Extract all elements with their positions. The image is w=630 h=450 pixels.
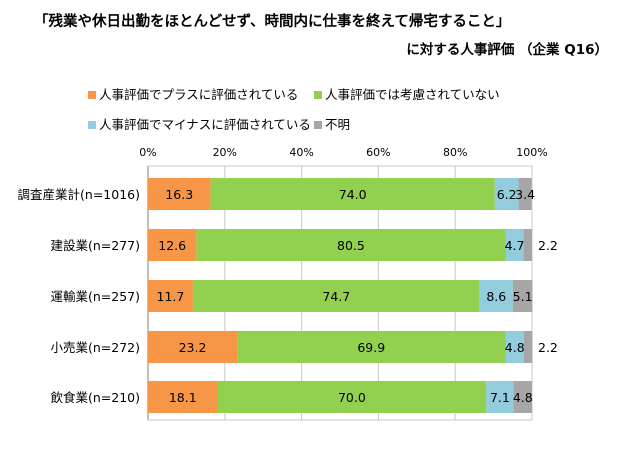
data-label: 4.8 [505, 340, 525, 355]
data-label: 6.2 [497, 187, 517, 202]
legend-item-minus: 人事評価でマイナスに評価されている [88, 114, 314, 133]
legend-label-minus: 人事評価でマイナスに評価されている [99, 117, 311, 132]
legend-label-unknown: 不明 [325, 117, 351, 132]
bar-segment [479, 280, 513, 312]
x-tick-label: 40% [289, 146, 313, 159]
bar-segment [523, 229, 532, 261]
bar-segment [217, 381, 487, 413]
data-label: 70.0 [338, 390, 366, 405]
category-label: 運輸業(n=257) [50, 289, 140, 304]
data-label: 8.6 [486, 289, 506, 304]
x-tick-label: 100% [516, 146, 547, 159]
chart-subtitle: に対する人事評価 （企業 Q16） [406, 42, 608, 58]
legend-label-plus: 人事評価でプラスに評価されている [99, 87, 299, 102]
data-label: 5.1 [513, 289, 533, 304]
data-label: 23.2 [179, 340, 207, 355]
data-label: 16.3 [165, 187, 193, 202]
data-label: 3.4 [515, 187, 535, 202]
bar-segment [505, 229, 524, 261]
bar-segment [148, 381, 218, 413]
data-label: 11.7 [157, 289, 185, 304]
data-label: 74.0 [339, 187, 367, 202]
data-label: 4.7 [505, 238, 525, 253]
chart-title: 「残業や休日出勤をほとんどせず、時間内に仕事を終えて帰宅すること」 [34, 14, 511, 30]
bar-segment [148, 178, 211, 210]
category-label: 建設業(n=277) [50, 238, 140, 253]
x-tick-label: 80% [443, 146, 467, 159]
data-label: 69.9 [357, 340, 385, 355]
x-tick-label: 60% [366, 146, 390, 159]
bar-segment [486, 381, 514, 413]
chart-legend: 人事評価でプラスに評価されている 人事評価では考慮されていない 人事評価でマイナ… [88, 84, 558, 144]
legend-label-not-considered: 人事評価では考慮されていない [325, 87, 500, 102]
legend-swatch-not-considered [314, 90, 322, 99]
bar-segment [237, 331, 506, 363]
legend-swatch-unknown [314, 120, 322, 129]
category-label: 小売業(n=272) [50, 340, 140, 355]
category-label: 飲食業(n=210) [50, 390, 140, 405]
bar-segment [192, 280, 480, 312]
x-tick-label: 20% [213, 146, 237, 159]
legend-swatch-plus [88, 90, 96, 99]
data-label: 2.2 [538, 238, 558, 253]
category-label: 調査産業計(n=1016) [18, 187, 140, 202]
data-label: 2.2 [538, 340, 558, 355]
bar-segment [148, 229, 197, 261]
x-tick-label: 0% [139, 146, 156, 159]
data-label: 4.8 [513, 390, 533, 405]
bar-segment [148, 280, 193, 312]
bar-segment [196, 229, 506, 261]
legend-item-not-considered: 人事評価では考慮されていない [314, 84, 500, 103]
data-label: 74.7 [322, 289, 350, 304]
bar-segment [494, 178, 519, 210]
data-label: 80.5 [337, 238, 365, 253]
bar-segment [518, 178, 532, 210]
legend-item-unknown: 不明 [314, 114, 350, 133]
data-label: 12.6 [158, 238, 186, 253]
bar-segment [523, 331, 533, 363]
legend-item-plus: 人事評価でプラスに評価されている [88, 84, 314, 103]
bar-segment [505, 331, 524, 363]
data-label: 7.1 [490, 390, 510, 405]
bar-segment [210, 178, 495, 210]
bar-segment [148, 331, 238, 363]
data-label: 18.1 [169, 390, 197, 405]
bar-segment [512, 280, 533, 312]
legend-swatch-minus [88, 120, 96, 129]
bar-segment [513, 381, 532, 413]
